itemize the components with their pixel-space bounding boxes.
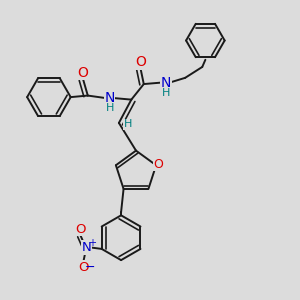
Text: O: O	[154, 158, 164, 171]
Text: −: −	[85, 261, 95, 274]
Text: H: H	[162, 88, 170, 98]
Text: H: H	[105, 103, 114, 113]
Text: N: N	[104, 91, 115, 105]
Text: N: N	[161, 76, 171, 89]
Text: O: O	[78, 65, 88, 80]
Text: +: +	[88, 238, 96, 248]
Text: O: O	[78, 261, 89, 274]
Text: O: O	[75, 223, 86, 236]
Text: H: H	[124, 119, 132, 130]
Text: O: O	[135, 55, 146, 69]
Text: N: N	[82, 241, 92, 254]
